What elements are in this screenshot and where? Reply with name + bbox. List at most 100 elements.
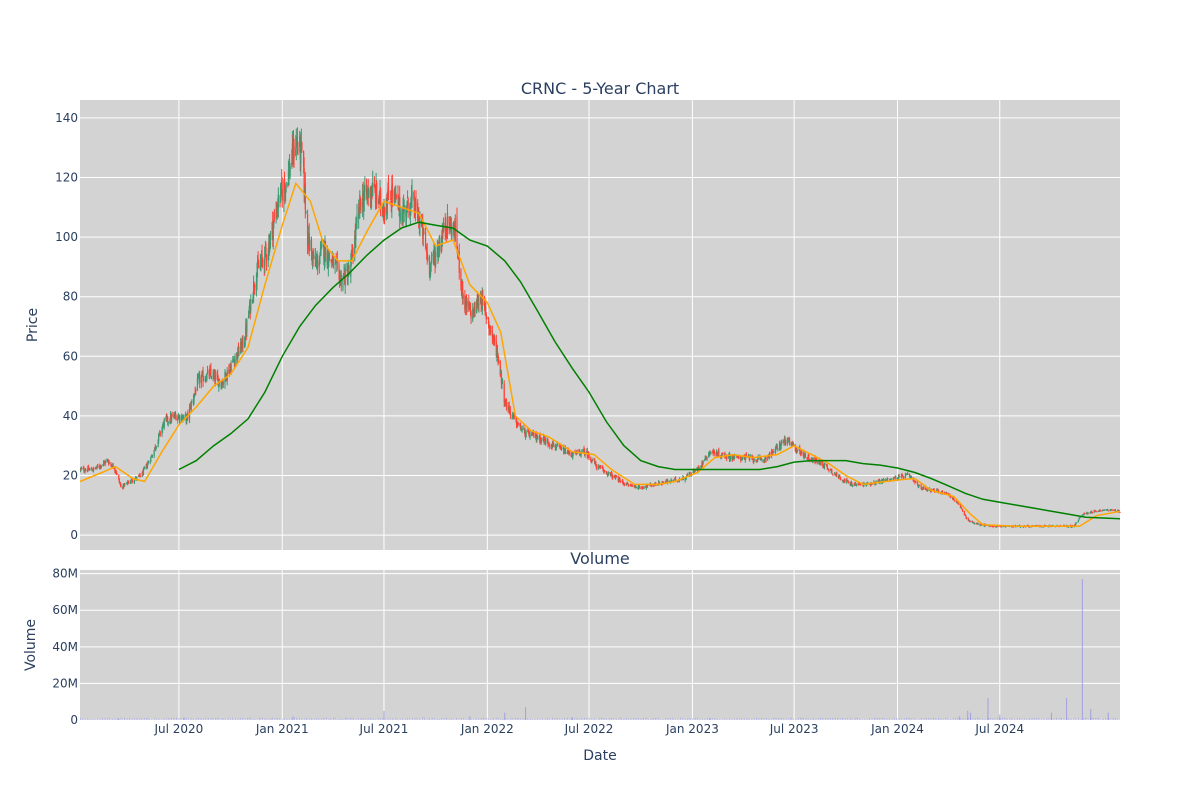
candle-body bbox=[1111, 509, 1113, 511]
candle-body bbox=[98, 466, 100, 468]
price-chart-title: CRNC - 5-Year Chart bbox=[521, 79, 679, 98]
candle-body bbox=[291, 162, 293, 166]
candle-body bbox=[213, 372, 215, 377]
candle-body bbox=[908, 473, 910, 475]
candle-body bbox=[953, 499, 955, 501]
candle-body bbox=[619, 480, 622, 482]
candle-body bbox=[523, 427, 525, 430]
candle-body bbox=[423, 231, 425, 235]
candle-body bbox=[358, 206, 360, 220]
candle-body bbox=[365, 185, 368, 195]
candle-body bbox=[674, 477, 677, 482]
candle-body bbox=[623, 484, 626, 485]
candle-body bbox=[295, 147, 297, 156]
candle-body bbox=[251, 300, 254, 303]
candle-body bbox=[435, 252, 437, 266]
candle-body bbox=[314, 256, 317, 267]
candle-body bbox=[597, 465, 600, 469]
candle-body bbox=[289, 166, 291, 177]
candle-body bbox=[839, 475, 841, 477]
price-axis-label: Price bbox=[25, 308, 41, 342]
candle-body bbox=[950, 497, 952, 498]
candle-body bbox=[190, 402, 192, 410]
candle-body bbox=[788, 438, 790, 441]
candle-body bbox=[937, 490, 940, 493]
candle-body bbox=[383, 207, 386, 214]
candle-body bbox=[572, 452, 574, 454]
candle-body bbox=[137, 475, 140, 477]
candle-body bbox=[936, 489, 938, 491]
candle-body bbox=[706, 457, 708, 460]
candle-body bbox=[909, 474, 911, 478]
candle-body bbox=[276, 209, 278, 214]
candle-body bbox=[866, 484, 868, 486]
candle-body bbox=[250, 299, 252, 311]
candle-body bbox=[315, 262, 318, 267]
candle-body bbox=[517, 423, 519, 425]
candle-body bbox=[895, 477, 897, 479]
candle-body bbox=[635, 486, 637, 489]
candle-body bbox=[504, 403, 506, 406]
candle-body bbox=[453, 224, 455, 232]
candle-body bbox=[521, 428, 523, 430]
candle-body bbox=[757, 457, 759, 459]
candle-body bbox=[957, 502, 959, 505]
price-tick-label: 140 bbox=[55, 111, 78, 125]
x-tick-label: Jan 2023 bbox=[665, 722, 719, 736]
candle-body bbox=[646, 485, 649, 487]
candle-body bbox=[429, 262, 432, 275]
candle-body bbox=[119, 483, 122, 486]
candle-body bbox=[599, 466, 601, 468]
volume-tick-label: 80M bbox=[52, 567, 78, 581]
candle-body bbox=[1094, 510, 1096, 512]
candle-body bbox=[212, 373, 214, 380]
x-tick-label: Jan 2021 bbox=[255, 722, 309, 736]
candle-body bbox=[383, 209, 385, 220]
candle-body bbox=[812, 457, 814, 461]
candle-body bbox=[394, 189, 396, 197]
x-tick-label: Jan 2022 bbox=[460, 722, 514, 736]
candle-body bbox=[964, 514, 967, 516]
candle-body bbox=[446, 230, 448, 233]
candle-body bbox=[272, 224, 274, 240]
candle-body bbox=[491, 331, 494, 338]
candle-body bbox=[718, 450, 720, 457]
candle-body bbox=[473, 310, 475, 318]
candle-body bbox=[338, 271, 341, 284]
candle-body bbox=[387, 186, 390, 200]
candle-body bbox=[785, 443, 787, 444]
x-tick-label: Jan 2024 bbox=[870, 722, 924, 736]
candle-body bbox=[627, 484, 629, 486]
candle-body bbox=[241, 343, 243, 350]
candle-body bbox=[614, 475, 616, 478]
candle-body bbox=[971, 521, 973, 523]
candle-body bbox=[104, 461, 106, 464]
candle-body bbox=[118, 474, 120, 480]
candle-body bbox=[713, 451, 715, 454]
candle-body bbox=[509, 410, 511, 416]
candle-body bbox=[351, 251, 354, 257]
candle-body bbox=[1083, 513, 1085, 515]
candle-body bbox=[234, 358, 236, 365]
candle-body bbox=[267, 253, 269, 260]
candle-body bbox=[505, 399, 507, 403]
candle-body bbox=[336, 260, 338, 264]
candle-body bbox=[893, 477, 895, 479]
candle-body bbox=[874, 483, 876, 485]
candle-body bbox=[961, 508, 963, 510]
candle-body bbox=[1076, 522, 1078, 524]
candle-body bbox=[925, 488, 927, 490]
candle-body bbox=[320, 244, 323, 246]
candle-body bbox=[370, 194, 372, 203]
candle-body bbox=[592, 459, 594, 461]
candle-body bbox=[484, 303, 486, 308]
candle-body bbox=[283, 179, 286, 187]
candle-body bbox=[81, 468, 83, 469]
candle-body bbox=[975, 523, 977, 525]
candle-body bbox=[721, 453, 723, 458]
candle-body bbox=[692, 472, 694, 474]
candle-body bbox=[607, 473, 609, 476]
candle-body bbox=[327, 262, 329, 268]
candle-body bbox=[545, 439, 547, 444]
